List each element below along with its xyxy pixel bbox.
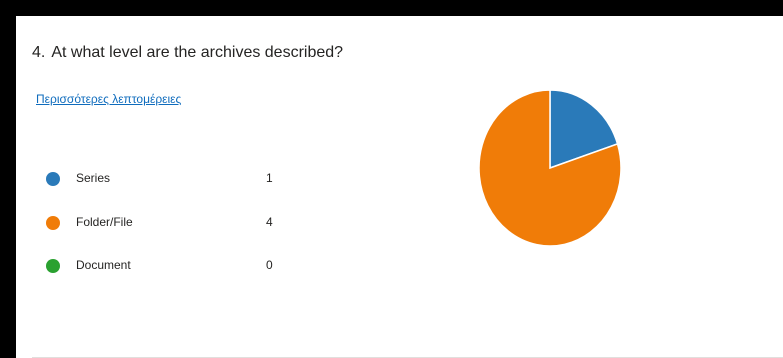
legend-item-document: Document 0: [46, 256, 306, 276]
question-card: 4. At what level are the archives describ…: [16, 16, 783, 358]
legend-label: Document: [76, 258, 131, 272]
legend-item-folder-file: Folder/File 4: [46, 213, 306, 233]
legend-count: 4: [266, 215, 273, 229]
pie-slice-folder-file: [478, 89, 622, 247]
legend-label: Folder/File: [76, 215, 133, 229]
more-details-link[interactable]: Περισσότερες λεπτομέρειες: [36, 92, 182, 106]
question-title: 4. At what level are the archives describ…: [32, 44, 343, 62]
legend-count: 0: [266, 258, 273, 272]
question-text: At what level are the archives described…: [51, 44, 344, 61]
legend-swatch: [46, 172, 60, 186]
legend-swatch: [46, 259, 60, 273]
pie-slice-series: [549, 89, 619, 170]
legend-swatch: [46, 216, 60, 230]
legend-count: 1: [266, 171, 273, 185]
legend-item-series: Series 1: [46, 169, 306, 189]
legend-label: Series: [76, 171, 111, 185]
question-number: 4.: [32, 44, 46, 61]
pie-chart: [478, 89, 622, 247]
